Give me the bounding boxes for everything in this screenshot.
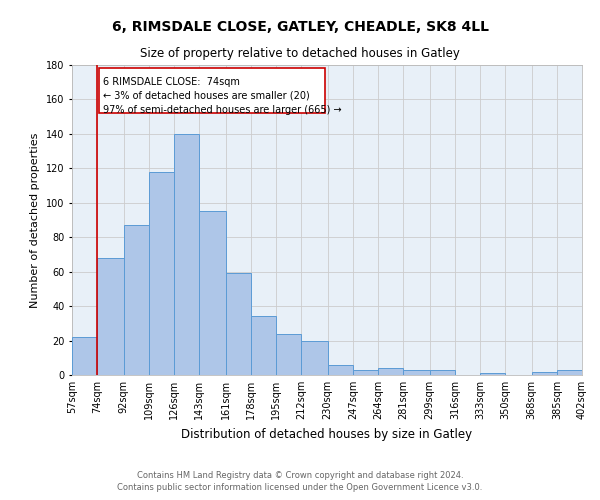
- Bar: [378, 368, 403, 375]
- Bar: [403, 370, 430, 375]
- Text: ← 3% of detached houses are smaller (20): ← 3% of detached houses are smaller (20): [103, 91, 310, 101]
- Bar: [97, 258, 124, 375]
- Bar: [174, 134, 199, 375]
- Bar: [557, 370, 582, 375]
- Bar: [276, 334, 301, 375]
- Text: 6, RIMSDALE CLOSE, GATLEY, CHEADLE, SK8 4LL: 6, RIMSDALE CLOSE, GATLEY, CHEADLE, SK8 …: [112, 20, 488, 34]
- X-axis label: Distribution of detached houses by size in Gatley: Distribution of detached houses by size …: [181, 428, 473, 440]
- Bar: [124, 225, 149, 375]
- Bar: [226, 274, 251, 375]
- Bar: [353, 370, 378, 375]
- Text: 97% of semi-detached houses are larger (665) →: 97% of semi-detached houses are larger (…: [103, 104, 341, 115]
- Bar: [251, 316, 276, 375]
- Bar: [532, 372, 557, 375]
- Bar: [72, 337, 97, 375]
- Text: Size of property relative to detached houses in Gatley: Size of property relative to detached ho…: [140, 48, 460, 60]
- Y-axis label: Number of detached properties: Number of detached properties: [31, 132, 40, 308]
- Bar: [430, 370, 455, 375]
- Bar: [328, 364, 353, 375]
- Text: Contains HM Land Registry data © Crown copyright and database right 2024.
Contai: Contains HM Land Registry data © Crown c…: [118, 471, 482, 492]
- Bar: [199, 212, 226, 375]
- Bar: [301, 340, 328, 375]
- FancyBboxPatch shape: [98, 68, 325, 113]
- Text: 6 RIMSDALE CLOSE:  74sqm: 6 RIMSDALE CLOSE: 74sqm: [103, 77, 240, 87]
- Bar: [480, 374, 505, 375]
- Bar: [149, 172, 174, 375]
